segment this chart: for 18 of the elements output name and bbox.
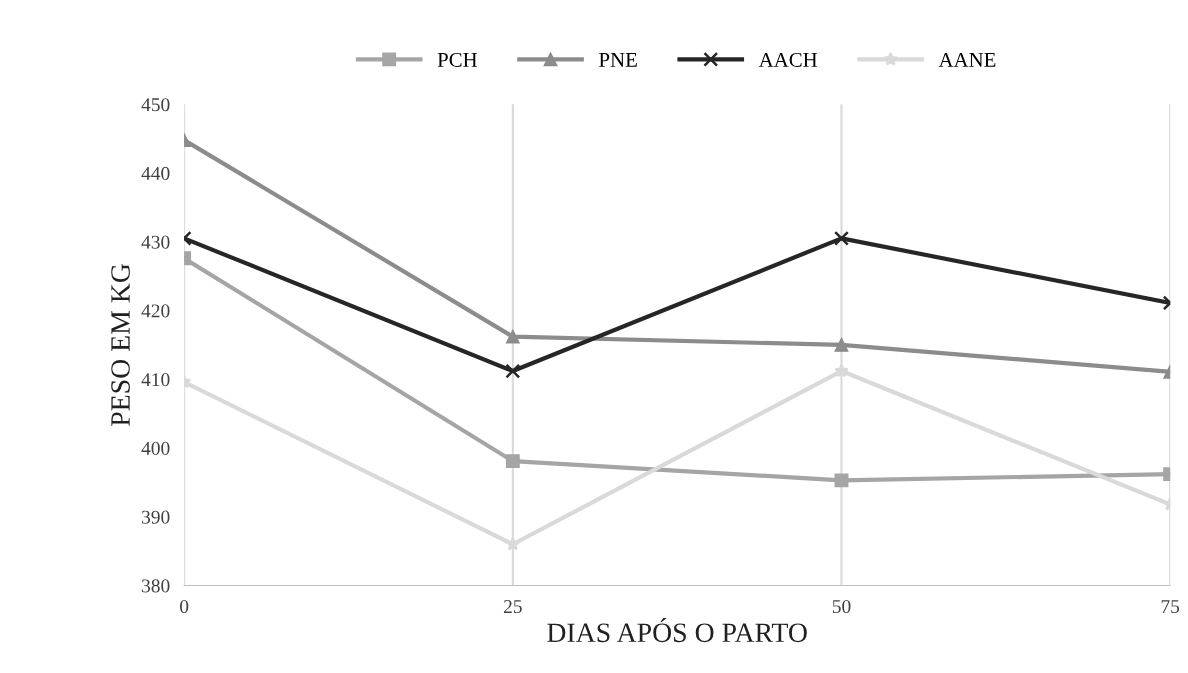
x-tick-label: 25 [503,600,522,614]
x-tick-label: 50 [832,599,851,614]
x-tick-label: 0 [180,599,189,614]
y-tick-label: 440 [141,166,170,180]
x-axis-title: DIAS APÓS O PARTO [547,618,807,643]
y-tick-label: 420 [141,304,170,318]
legend-label: AANE [938,52,996,67]
legend-label: AACH [758,52,818,67]
y-tick-label: 400 [141,441,170,455]
y-tick-label: 380 [142,579,170,593]
y-tick-label: 450 [141,98,170,112]
x-tick-label: 75 [1161,600,1180,614]
legend-label: PNE [599,53,637,67]
y-tick-label: 410 [141,373,170,387]
y-axis-title: PESO EM KG [111,263,130,426]
y-tick-label: 390 [142,510,170,524]
legend-label: PCH [437,52,478,67]
y-tick-label: 430 [141,235,170,249]
